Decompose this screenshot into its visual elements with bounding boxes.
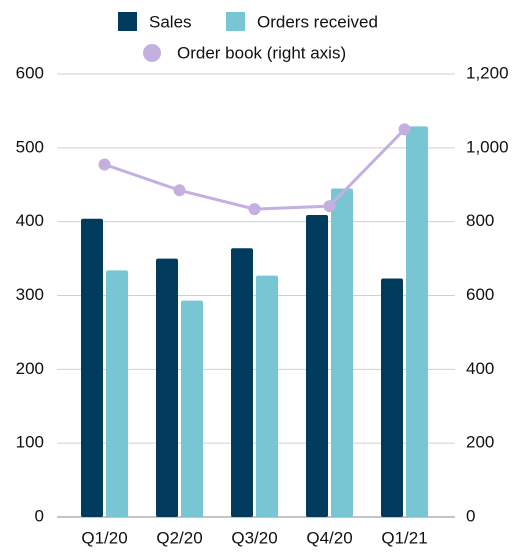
y2-tick-label: 800 xyxy=(466,211,494,230)
legend-marker xyxy=(118,12,137,31)
bar xyxy=(306,215,328,517)
y-tick-label: 600 xyxy=(16,63,44,82)
y2-tick-label: 600 xyxy=(466,285,494,304)
bar xyxy=(81,218,103,518)
legend-label: Sales xyxy=(149,12,192,31)
line-point xyxy=(248,203,261,216)
bar xyxy=(406,126,428,518)
bar xyxy=(106,270,128,517)
y2-tick-label: 400 xyxy=(466,359,494,378)
line xyxy=(104,128,406,211)
y2-tick-label: 200 xyxy=(466,433,494,452)
bar xyxy=(331,188,353,518)
line-point xyxy=(398,123,411,136)
y-tick-label: 100 xyxy=(16,433,44,452)
line-point xyxy=(323,200,336,213)
y-tick-label: 300 xyxy=(16,285,44,304)
legend-label: Orders received xyxy=(257,12,378,31)
bar xyxy=(156,258,178,517)
x-tick-label: Q1/20 xyxy=(81,528,127,547)
legend-marker xyxy=(226,12,245,31)
x-tick-label: Q4/20 xyxy=(306,528,352,547)
y-tick-label: 500 xyxy=(16,137,44,156)
y2-tick-label: 1,200 xyxy=(466,63,509,82)
bar xyxy=(231,248,253,517)
x-tick-label: Q1/21 xyxy=(381,528,427,547)
legend-marker xyxy=(143,44,161,62)
y2-tick-label: 0 xyxy=(466,506,475,525)
x-tick-label: Q3/20 xyxy=(231,528,277,547)
bar xyxy=(256,275,278,517)
y-tick-label: 0 xyxy=(35,506,44,525)
bar xyxy=(181,300,203,517)
y2-tick-label: 1,000 xyxy=(466,137,509,156)
y-tick-label: 200 xyxy=(16,359,44,378)
y-tick-label: 400 xyxy=(16,211,44,230)
x-tick-label: Q2/20 xyxy=(156,528,202,547)
legend-label: Order book (right axis) xyxy=(177,43,346,62)
bar xyxy=(381,278,403,517)
line-point xyxy=(173,184,186,197)
line-point xyxy=(98,158,111,171)
